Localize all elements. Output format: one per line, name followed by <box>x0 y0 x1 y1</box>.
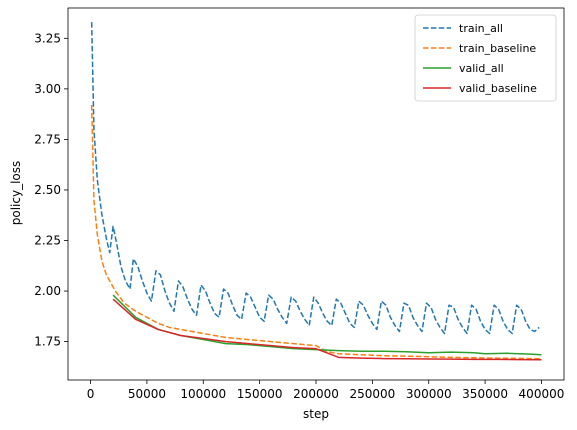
x-tick-label: 400000 <box>519 387 565 401</box>
axes-layer: 0 50000 100000 150000 200000 250000 300000 3500… <box>34 7 565 401</box>
y-tick-label: 2.00 <box>34 284 61 298</box>
legend-label-valid-all: valid_all <box>459 62 504 75</box>
legend-label-train-baseline: train_baseline <box>459 42 536 55</box>
series-line-train-baseline <box>90 105 542 360</box>
y-tick-label: 3.25 <box>34 31 61 45</box>
y-tick-label: 1.75 <box>34 335 61 349</box>
legend-label-valid-baseline: valid_baseline <box>459 82 537 95</box>
y-tick-label: 3.00 <box>34 82 61 96</box>
x-tick-label: 250000 <box>349 387 395 401</box>
legend-label-train-all: train_all <box>459 22 503 35</box>
y-axis-label: policy_loss <box>9 161 23 226</box>
y-tick-label: 2.50 <box>34 183 61 197</box>
x-tick-label: 300000 <box>406 387 452 401</box>
x-tick-label: 0 <box>87 387 95 401</box>
x-tick-label: 200000 <box>293 387 339 401</box>
y-tick-label: 2.75 <box>34 132 61 146</box>
x-tick-label: 50000 <box>128 387 166 401</box>
legend-box <box>414 14 557 102</box>
x-tick-label: 100000 <box>180 387 226 401</box>
legend: train_all train_baseline valid_all valid_ba… <box>414 14 557 102</box>
x-tick-label: 150000 <box>237 387 283 401</box>
series-line-valid-baseline <box>112 298 542 361</box>
x-axis-label: step <box>303 407 329 421</box>
series-layer <box>90 22 542 361</box>
x-tick-label: 350000 <box>462 387 508 401</box>
y-tick-label: 2.25 <box>34 234 61 248</box>
series-line-train-all <box>90 22 540 335</box>
